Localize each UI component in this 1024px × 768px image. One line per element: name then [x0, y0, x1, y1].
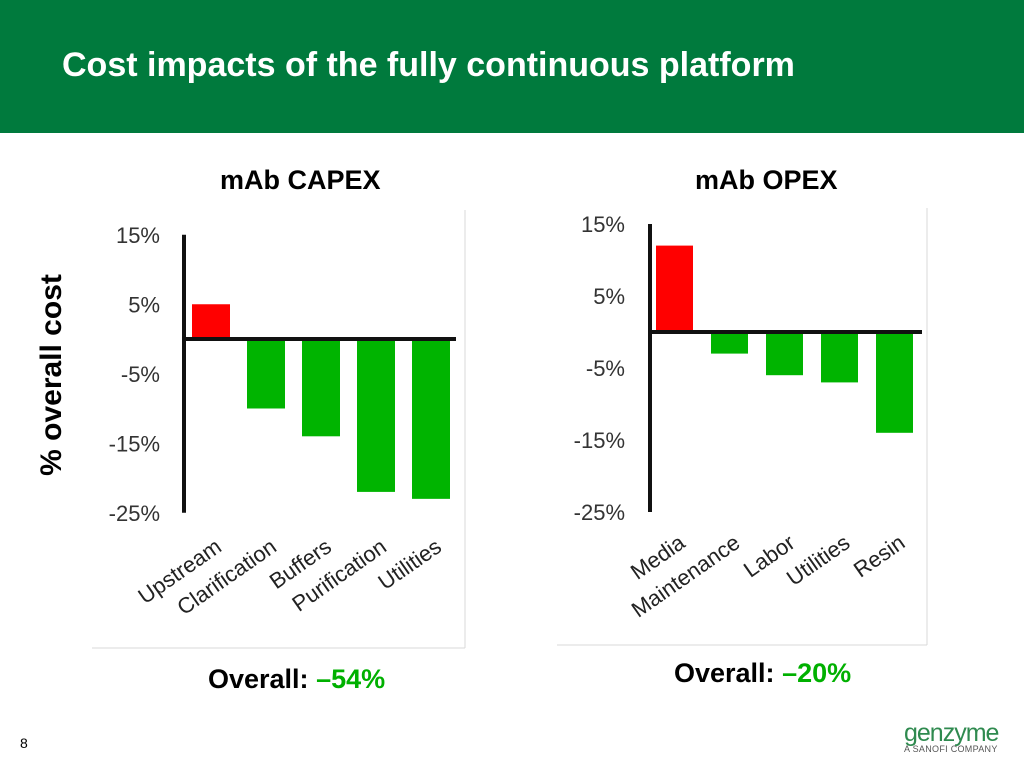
capex-category-label: Utilities: [373, 534, 445, 595]
capex-plot: 15%5%-5%-15%-25%UpstreamClarificationBuf…: [92, 210, 466, 649]
logo-wordmark: genzyme: [904, 719, 999, 747]
capex-bar: [412, 339, 450, 499]
opex-y-tick-label: -15%: [574, 428, 625, 453]
capex-bar: [192, 304, 230, 339]
capex-bar: [357, 339, 395, 492]
capex-y-tick-label: -25%: [109, 501, 160, 526]
capex-overall-value: –54%: [316, 664, 386, 694]
genzyme-logo: genzyme A SANOFI COMPANY: [904, 719, 999, 755]
opex-category-label: Resin: [849, 530, 909, 583]
opex-overall: Overall: –20%: [674, 658, 851, 689]
opex-y-tick-label: -25%: [574, 500, 625, 525]
header-bar: Cost impacts of the fully continuous pla…: [0, 0, 1024, 133]
capex-y-tick-label: -15%: [109, 431, 160, 456]
opex-bar: [821, 332, 858, 383]
capex-bar: [247, 339, 285, 409]
slide-title: Cost impacts of the fully continuous pla…: [62, 46, 795, 84]
opex-overall-label: Overall:: [674, 658, 775, 688]
capex-overall-label: Overall:: [208, 664, 309, 694]
opex-bar: [766, 332, 803, 376]
opex-plot: 15%5%-5%-15%-25%MediaMaintenanceLaborUti…: [557, 208, 928, 646]
capex-bar: [302, 339, 340, 437]
opex-y-tick-label: 5%: [593, 284, 625, 309]
capex-overall: Overall: –54%: [208, 664, 385, 695]
opex-bar: [876, 332, 913, 433]
page-number: 8: [20, 735, 28, 751]
opex-bar: [711, 332, 748, 354]
capex-y-tick-label: 5%: [128, 292, 160, 317]
opex-y-tick-label: 15%: [581, 212, 625, 237]
logo-tagline: A SANOFI COMPANY: [904, 744, 998, 754]
opex-bar: [656, 245, 693, 332]
opex-chart-title: mAb OPEX: [695, 165, 838, 195]
capex-y-tick-label: -5%: [121, 362, 160, 387]
opex-y-tick-label: -5%: [586, 356, 625, 381]
opex-overall-value: –20%: [782, 658, 852, 688]
opex-category-label: Utilities: [782, 530, 854, 591]
capex-y-tick-label: 15%: [116, 223, 160, 248]
capex-chart-title: mAb CAPEX: [220, 165, 381, 195]
